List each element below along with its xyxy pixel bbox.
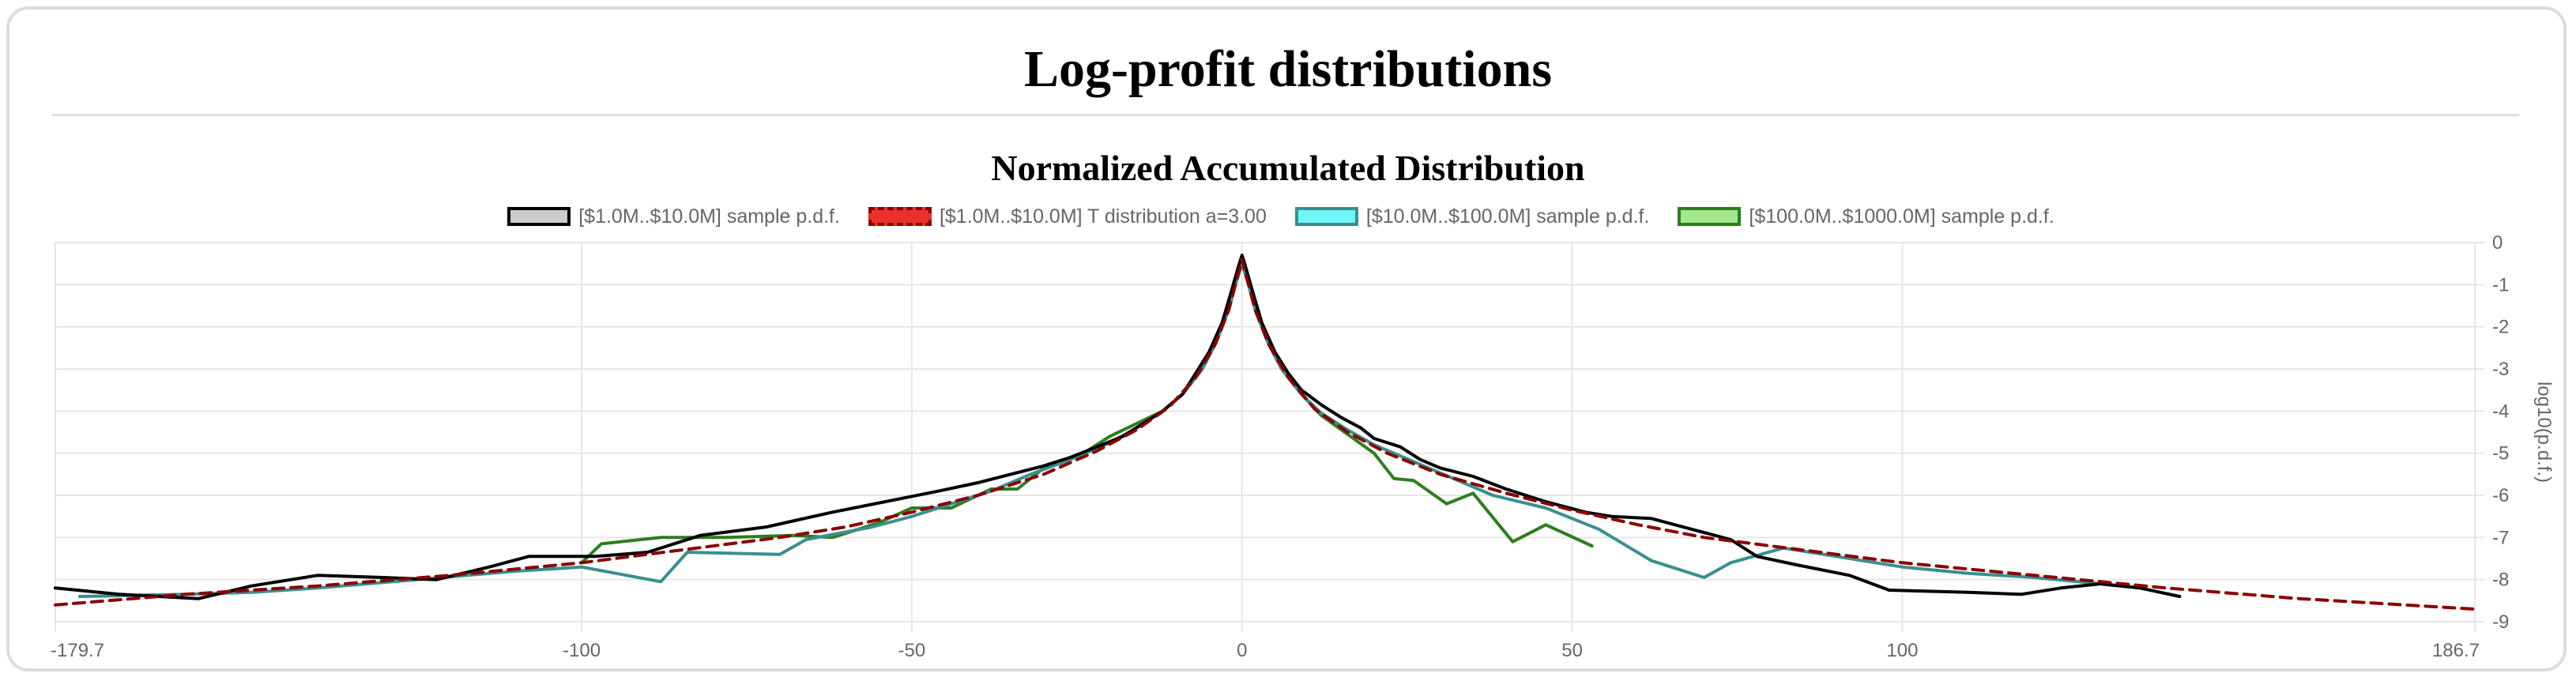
chart-title: Normalized Accumulated Distribution (991, 148, 1585, 188)
y-tick-label: -2 (2492, 317, 2509, 338)
series-line-0 (54, 254, 2182, 600)
y-tick-label: -3 (2492, 359, 2509, 380)
card-frame (6, 6, 2567, 672)
y-tick-label: -6 (2492, 485, 2509, 506)
legend-swatch-series-2 (1294, 207, 1358, 226)
legend-item-series-3[interactable]: [$100.0M..$1000.0M] sample p.d.f. (1678, 205, 2054, 228)
x-tick-label: -50 (898, 640, 926, 661)
legend-swatch-series-3 (1678, 207, 1742, 226)
series-line-2 (77, 261, 2142, 598)
legend-swatch-series-1 (868, 207, 932, 226)
y-tick-label: -5 (2492, 443, 2509, 465)
legend-item-series-0[interactable]: [$1.0M..$10.0M] sample p.d.f. (507, 205, 840, 228)
y-axis-label: log10(p.d.f.) (2533, 382, 2555, 483)
series-line-3 (580, 261, 1594, 565)
y-tick-label: -1 (2492, 274, 2509, 295)
legend-swatch-series-0 (507, 207, 571, 226)
x-tick-label: 0 (1237, 640, 1247, 661)
x-tick-label: 100 (1886, 640, 1918, 661)
legend-item-series-2[interactable]: [$10.0M..$100.0M] sample p.d.f. (1294, 205, 1650, 228)
y-tick-label: -4 (2492, 401, 2509, 422)
y-tick-label: -7 (2492, 527, 2509, 548)
x-tick-label: -179.7 (51, 640, 104, 661)
y-tick-label: -8 (2492, 570, 2509, 591)
chart-legend: [$1.0M..$10.0M] sample p.d.f. [$1.0M..$1… (0, 202, 2576, 231)
legend-label-series-0: [$1.0M..$10.0M] sample p.d.f. (578, 205, 840, 228)
series-line-1 (54, 258, 2476, 611)
plot-border (55, 242, 2476, 623)
legend-item-series-1[interactable]: [$1.0M..$10.0M] T distribution a=3.00 (868, 205, 1267, 228)
legend-label-series-3: [$100.0M..$1000.0M] sample p.d.f. (1749, 205, 2054, 228)
legend-label-series-2: [$10.0M..$100.0M] sample p.d.f. (1365, 205, 1650, 228)
title-divider (52, 114, 2519, 116)
x-tick-label: 186.7 (2432, 640, 2480, 661)
y-tick-label: -9 (2492, 611, 2509, 633)
x-tick-label: -100 (563, 640, 601, 661)
legend-label-series-1: [$1.0M..$10.0M] T distribution a=3.00 (939, 205, 1267, 228)
page-title: Log-profit distributions (1023, 40, 1553, 98)
x-tick-label: 50 (1561, 640, 1583, 661)
y-tick-label: 0 (2492, 232, 2503, 254)
